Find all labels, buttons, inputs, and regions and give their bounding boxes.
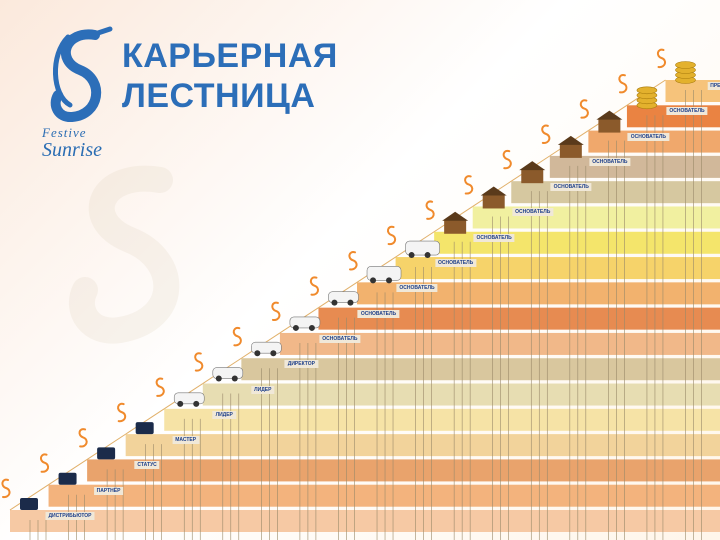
s-token-icon — [425, 200, 435, 220]
suv-icon — [405, 240, 440, 259]
stair-rail — [48, 458, 88, 486]
rung-label: ПАРТНЁР — [93, 486, 124, 495]
stair-step — [665, 80, 720, 102]
car-icon — [173, 392, 205, 407]
house-icon — [557, 135, 584, 158]
rung-label: ОСНОВАТЕЛЬ — [357, 309, 400, 318]
s-token-icon — [117, 402, 127, 423]
s-token-icon — [1, 478, 11, 499]
watermark-logo — [68, 165, 180, 344]
stair-step — [241, 358, 720, 381]
stair-step — [549, 155, 720, 178]
suv-icon — [366, 266, 402, 284]
car-icon — [212, 367, 244, 382]
rung-label: СТАТУС — [134, 461, 160, 470]
stair-step — [87, 459, 720, 482]
s-token-icon — [579, 99, 589, 119]
rung-label: ОСНОВАТЕЛЬ — [589, 157, 631, 166]
stair-step — [472, 206, 720, 229]
car-icon — [328, 291, 359, 306]
rung-label: ДИРЕКТОР — [284, 360, 318, 369]
stair-step — [588, 130, 720, 153]
rung-label: МАСТЕР — [172, 436, 200, 445]
s-token-icon — [309, 276, 319, 296]
rung-label: ЛИДЕР — [212, 410, 236, 419]
s-token-icon — [502, 149, 512, 170]
stair-rail — [86, 433, 126, 460]
rung-label: ЛИДЕР — [251, 385, 275, 394]
stair-step — [511, 181, 720, 204]
title-line-2: ЛЕСТНИЦА — [122, 77, 316, 115]
rung-label: ДИСТРИБЬЮТОР — [45, 512, 95, 520]
rung-label: ОСНОВАТЕЛЬ — [666, 107, 708, 116]
rung-label: ОСНОВАТЕЛЬ — [434, 259, 477, 268]
rung-label: ОСНОВАТЕЛЬ — [319, 334, 361, 343]
laptop-icon — [97, 447, 116, 460]
stair-step — [125, 434, 720, 457]
s-token-icon — [618, 73, 628, 94]
s-token-icon — [541, 124, 551, 144]
tablet-icon — [20, 498, 38, 510]
s-token-icon — [271, 301, 281, 321]
rung-label: ОСНОВАТЕЛЬ — [512, 208, 554, 217]
stair-step — [10, 510, 720, 532]
stair-step — [279, 332, 720, 355]
brand-line-1: Festive — [42, 125, 87, 140]
brand-name: Festive Sunrise — [42, 125, 102, 162]
s-token-icon — [155, 377, 165, 397]
brand-logo — [50, 26, 113, 122]
s-token-icon — [348, 251, 358, 271]
s-token-icon — [387, 225, 397, 246]
stair-rail — [125, 408, 165, 435]
page-title: КАРЬЕРНАЯ ЛЕСТНИЦА — [122, 36, 338, 116]
car-icon — [289, 316, 321, 331]
rung-label: ОСНОВАТЕЛЬ — [550, 183, 592, 192]
stair-step — [48, 484, 720, 507]
stair-step — [202, 383, 720, 406]
s-token-icon — [464, 175, 474, 195]
title-line-1: КАРЬЕРНАЯ — [122, 37, 338, 75]
stair-step — [164, 408, 720, 431]
s-token-icon — [656, 48, 667, 69]
stair-step — [395, 257, 720, 280]
stair-step — [357, 282, 720, 305]
phone-icon — [58, 472, 77, 485]
stair-step — [318, 307, 720, 330]
s-token-icon — [39, 453, 50, 473]
tablet-icon — [135, 422, 154, 435]
coins-icon — [636, 86, 658, 110]
brand-line-2: Sunrise — [42, 139, 102, 161]
stair-rail — [9, 484, 49, 511]
s-token-icon — [78, 428, 88, 448]
house-icon — [480, 186, 507, 209]
rung-label: ОСНОВАТЕЛЬ — [473, 233, 515, 242]
rung-label: ОСНОВАТЕЛЬ — [627, 132, 669, 141]
coins-icon — [675, 61, 696, 84]
s-token-icon — [194, 352, 204, 372]
house-icon — [596, 110, 623, 133]
rung-label: ОСНОВАТЕЛЬ — [396, 284, 438, 293]
s-token-icon — [232, 326, 242, 347]
rung-label: ПРЕЗИДЕНТ — [707, 82, 720, 90]
house-icon — [519, 161, 546, 184]
car-icon — [251, 341, 282, 357]
house-icon — [442, 211, 469, 234]
